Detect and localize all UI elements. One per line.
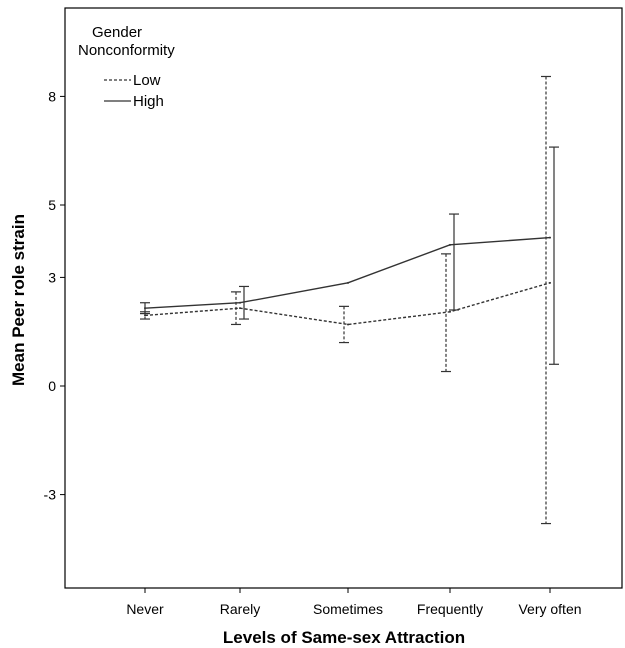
high-point-4 <box>549 236 551 239</box>
y-axis-title: Mean Peer role strain <box>9 214 28 386</box>
high-point-3 <box>449 243 451 246</box>
low-point-4 <box>549 281 551 284</box>
high-point-1 <box>239 301 241 304</box>
high-point-2 <box>347 281 349 284</box>
y-tick-label-2: 3 <box>48 269 56 285</box>
y-axis-ticks: 8 5 3 0 -3 <box>44 88 65 503</box>
x-axis-ticks: Never Rarely Sometimes Frequently Very often <box>126 588 582 617</box>
y-tick-label-4: -3 <box>44 487 57 503</box>
y-tick-label-1: 5 <box>48 197 56 213</box>
high-point-0 <box>144 307 146 310</box>
low-point-0 <box>144 314 146 317</box>
plot-frame <box>64 7 623 589</box>
x-tick-label-2: Sometimes <box>313 601 383 617</box>
x-axis-title: Levels of Same-sex Attraction <box>223 628 465 647</box>
low-point-2 <box>347 323 349 326</box>
legend-high-label: High <box>133 93 164 110</box>
x-tick-label-0: Never <box>126 601 164 617</box>
series-layer <box>140 75 559 525</box>
y-tick-label-0: 8 <box>48 88 56 104</box>
x-tick-label-3: Frequently <box>417 601 483 617</box>
axes <box>64 7 623 589</box>
high-line <box>144 236 551 309</box>
low-point-3 <box>449 310 451 313</box>
x-tick-label-4: Very often <box>518 601 581 617</box>
legend-low-label: Low <box>133 72 161 89</box>
low-point-1 <box>239 307 241 310</box>
y-tick-label-3: 0 <box>48 378 56 394</box>
legend-title-line-1: Gender <box>92 24 142 41</box>
legend: Gender Nonconformity Low High <box>78 24 175 110</box>
series-low <box>140 75 551 525</box>
low-line <box>144 282 551 326</box>
series-high <box>140 146 559 365</box>
x-tick-label-1: Rarely <box>220 601 260 617</box>
legend-title-line-2: Nonconformity <box>78 42 175 59</box>
